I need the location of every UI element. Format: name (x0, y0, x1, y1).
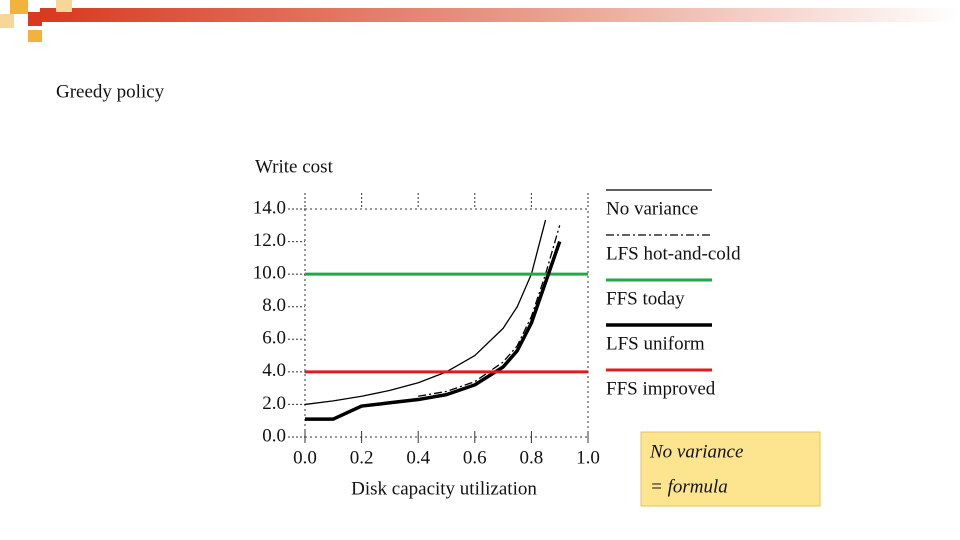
series-line (305, 240, 562, 421)
y-tick-label: 0.0 (262, 425, 286, 446)
deco-square (56, 0, 72, 12)
y-tick-label: 2.0 (262, 393, 286, 414)
legend-label: LFS hot-and-cold (606, 243, 741, 264)
x-tick-label: 1.0 (576, 447, 600, 468)
deco-square (10, 0, 28, 14)
x-tick-label: 0.4 (406, 447, 430, 468)
deco-square (28, 30, 42, 42)
x-tick-label: 0.6 (463, 447, 487, 468)
legend-label: No variance (606, 198, 698, 219)
legend-label: FFS today (606, 288, 685, 309)
header-bar (40, 8, 960, 22)
x-tick-label: 0.8 (520, 447, 544, 468)
x-tick-label: 0.2 (350, 447, 374, 468)
y-tick-label: 4.0 (262, 360, 286, 381)
note-line: = formula (650, 476, 728, 497)
deco-square (0, 14, 14, 28)
slide-title: Greedy policy (56, 81, 165, 102)
legend-label: FFS improved (606, 378, 716, 399)
note-line: No variance (649, 441, 743, 462)
y-tick-label: 8.0 (262, 295, 286, 316)
y-tick-label: 14.0 (253, 197, 286, 218)
y-tick-label: 12.0 (253, 230, 286, 251)
y-tick-label: 10.0 (253, 263, 286, 284)
series-line (418, 225, 561, 397)
y-axis-label: Write cost (255, 156, 334, 177)
deco-square (28, 12, 42, 26)
y-tick-label: 6.0 (262, 328, 286, 349)
plot-frame (305, 208, 589, 437)
x-tick-label: 0.0 (293, 447, 317, 468)
series-line (304, 219, 547, 406)
note-box (640, 431, 821, 507)
legend-label: LFS uniform (606, 333, 705, 354)
x-axis-label: Disk capacity utilization (351, 478, 537, 499)
